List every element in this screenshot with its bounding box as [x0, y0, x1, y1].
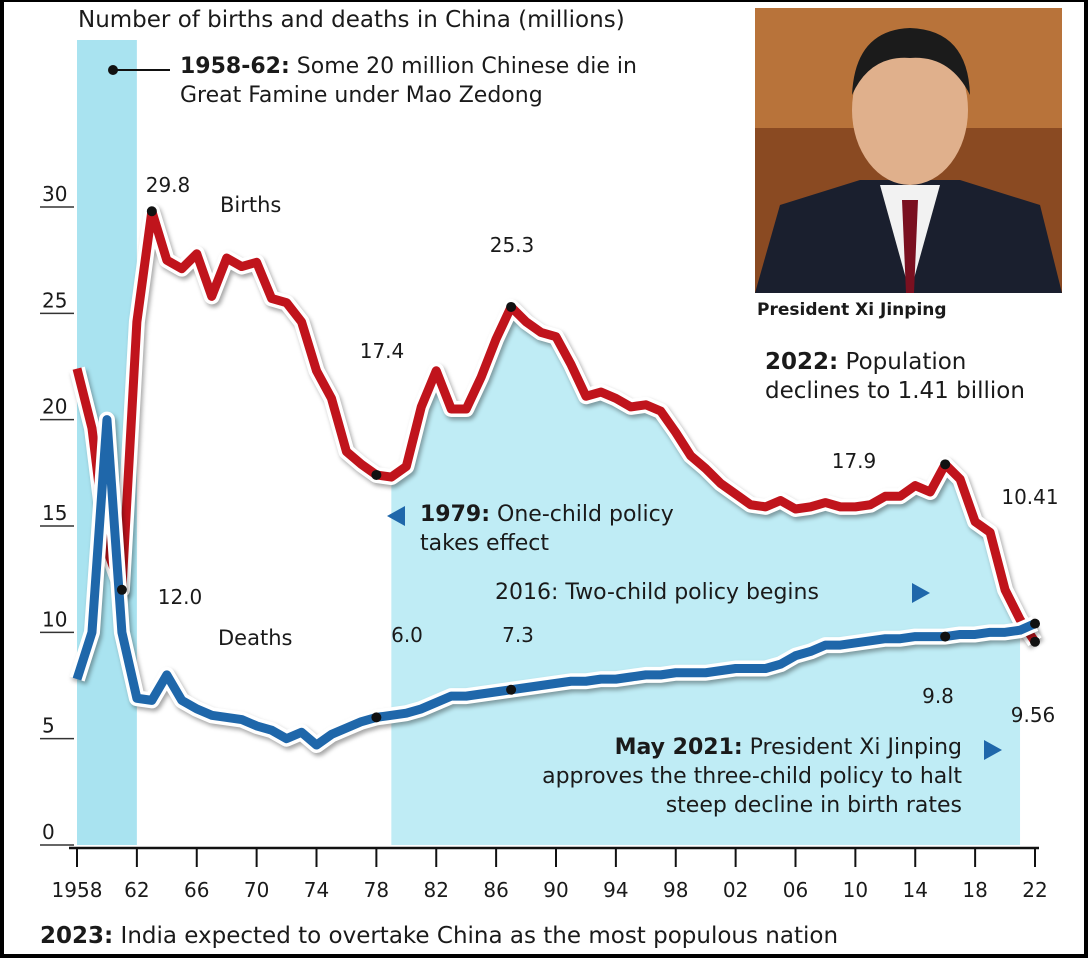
value-label: 29.8 — [146, 173, 191, 197]
value-label: 10.41 — [1001, 485, 1058, 509]
point-marker — [940, 631, 951, 642]
y-tick-label: 30 — [42, 182, 67, 206]
x-tick-label: 74 — [304, 878, 329, 902]
chart-title: Number of births and deaths in China (mi… — [78, 7, 625, 33]
annotation-bold: 1979: — [420, 502, 491, 527]
point-marker — [1030, 636, 1040, 647]
point-marker — [146, 206, 157, 217]
annotation-bold: 1958-62: — [180, 54, 290, 79]
y-tick-label: 5 — [42, 714, 55, 738]
value-label: 9.56 — [1011, 703, 1056, 727]
leader-dot — [108, 65, 118, 75]
series-label: Deaths — [218, 626, 292, 650]
arrow — [912, 583, 930, 603]
value-label: 25.3 — [490, 233, 535, 257]
point-marker — [506, 301, 517, 312]
point-marker — [371, 712, 382, 723]
x-tick-label: 98 — [663, 878, 688, 902]
x-tick-label: 94 — [603, 878, 628, 902]
x-tick-label: 78 — [364, 878, 389, 902]
y-tick-label: 20 — [42, 395, 67, 419]
photo — [755, 8, 1062, 293]
value-label: 6.0 — [391, 623, 423, 647]
series-line — [72, 415, 1037, 750]
y-tick-label: 25 — [42, 288, 67, 312]
x-tick-label: 18 — [962, 878, 987, 902]
x-tick-label: 10 — [843, 878, 868, 902]
series-line — [72, 206, 1039, 645]
y-tick-label: 15 — [42, 501, 67, 525]
annotation-text: Population declines to 1.41 billion — [765, 349, 1025, 404]
photo-caption: President Xi Jinping — [757, 300, 947, 320]
x-tick-label: 14 — [903, 878, 928, 902]
value-label: 7.3 — [502, 623, 534, 647]
point-marker — [116, 584, 127, 595]
point-marker — [371, 469, 382, 480]
value-label: 17.9 — [832, 449, 877, 473]
x-tick-label: 90 — [543, 878, 568, 902]
annotation: 2022: Population declines to 1.41 billio… — [765, 348, 1065, 406]
x-tick-label: 06 — [783, 878, 808, 902]
arrow — [984, 740, 1002, 760]
x-tick-label: 82 — [424, 878, 449, 902]
annotation: 1958-62: Some 20 million Chinese die in … — [180, 52, 650, 110]
x-tick-label: 70 — [244, 878, 269, 902]
value-label: 17.4 — [360, 339, 405, 363]
value-label: 9.8 — [922, 684, 954, 708]
footnote-bold: 2023: — [40, 923, 114, 949]
x-tick-label: 62 — [124, 878, 149, 902]
x-tick-label: 1958 — [52, 878, 103, 902]
series-label: Births — [220, 193, 281, 217]
annotation: 1979: One-child policy takes effect — [420, 500, 680, 558]
annotation-text: Some 20 million Chinese die in Great Fam… — [180, 54, 637, 108]
arrow — [387, 506, 405, 526]
x-tick-label: 66 — [184, 878, 209, 902]
y-tick-label: 0 — [42, 820, 55, 844]
y-tick-label: 10 — [42, 607, 67, 631]
point-marker — [506, 684, 517, 695]
x-tick-label: 22 — [1022, 878, 1047, 902]
annotation-text: President Xi Jinping approves the three-… — [542, 735, 962, 818]
annotation: 2016: Two-child policy begins — [495, 580, 819, 605]
footnote: 2023: India expected to overtake China a… — [40, 922, 838, 951]
annotation: May 2021: President Xi Jinping approves … — [522, 733, 962, 820]
x-tick-label: 86 — [483, 878, 508, 902]
value-label: 12.0 — [158, 585, 203, 609]
annotation-bold: 2022: — [765, 349, 839, 375]
highlight-band — [391, 310, 1021, 845]
x-tick-label: 02 — [723, 878, 748, 902]
point-marker — [940, 459, 951, 470]
annotation-bold: May 2021: — [614, 735, 743, 760]
point-marker — [1030, 618, 1040, 629]
footnote-text: India expected to overtake China as the … — [120, 923, 839, 949]
annotation-text: One-child policy takes effect — [420, 502, 674, 556]
